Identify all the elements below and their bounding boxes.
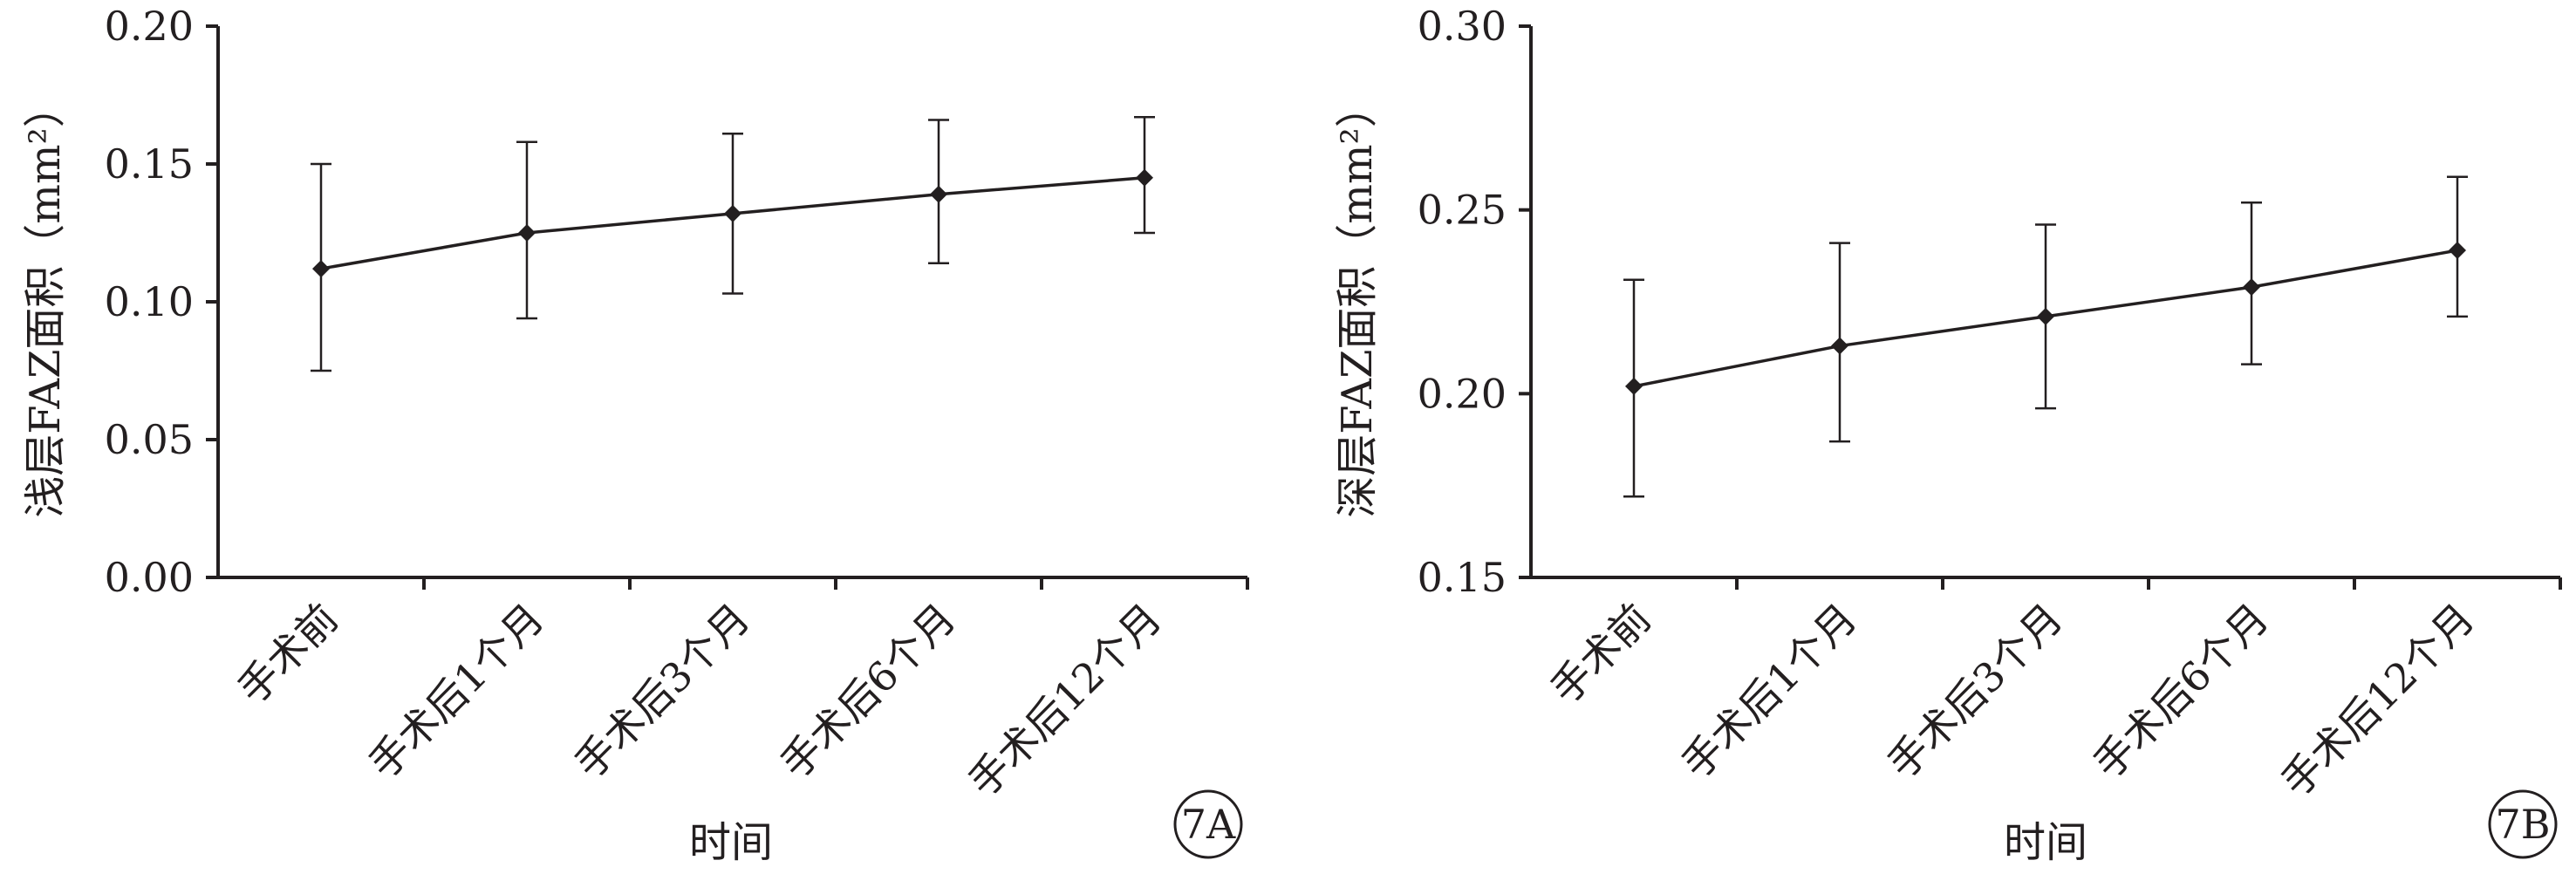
y-tick-label: 0.10 (105, 278, 194, 325)
y-tick-label: 0.15 (1418, 554, 1507, 601)
x-category-label: 手术后6个月 (2084, 595, 2278, 789)
x-category-label: 手术后3个月 (565, 595, 759, 789)
x-category-label: 手术后12个月 (960, 595, 1171, 806)
x-category-label: 手术后6个月 (771, 595, 965, 789)
x-axis-title: 时间 (689, 818, 773, 867)
x-category-label: 手术后12个月 (2272, 595, 2484, 806)
x-category-label: 手术前 (1541, 595, 1660, 714)
data-point-marker (1625, 377, 1643, 395)
chart-panel-7b: 0.15 0.20 0.25 0.30 手术前 手术后1个月 手术后3个月 手术后6个月手术后… (1333, 3, 2562, 867)
y-axis-title: 深层FAZ面积（mm²） (1333, 85, 1382, 517)
y-tick-label: 0.05 (105, 416, 194, 463)
panel-tag-label: 7A (1181, 801, 1236, 848)
data-point-marker (312, 260, 330, 278)
y-tick-label: 0.25 (1418, 187, 1507, 234)
data-point-marker (2449, 242, 2466, 260)
x-axis-title: 时间 (2004, 818, 2087, 867)
panel-tag-label: 7B (2495, 801, 2550, 848)
panel-tag-circle (1173, 789, 1243, 859)
y-tick-label: 0.30 (1418, 3, 1507, 50)
y-tick-label: 0.20 (1418, 370, 1507, 417)
x-category-label: 手术后3个月 (1878, 595, 2072, 789)
x-category-label: 手术后1个月 (359, 595, 553, 789)
y-tick-label: 0.20 (105, 3, 194, 50)
data-point-marker (2243, 278, 2260, 297)
y-tick-label: 0.00 (105, 554, 194, 601)
x-category-label: 手术后1个月 (1672, 595, 1866, 789)
x-category-label: 手术前 (229, 595, 347, 714)
data-point-marker (930, 185, 947, 203)
data-point-marker (1136, 168, 1153, 187)
chart-panel-7a: 0.00 0.05 0.10 0.15 0.20 手术前 手术后1个月 手术后3个月 手术后6个… (21, 3, 1249, 867)
data-point-marker (2037, 307, 2054, 325)
data-point-marker (518, 224, 536, 242)
data-point-marker (724, 204, 741, 222)
data-point-marker (1831, 337, 1848, 355)
y-axis-title: 浅层FAZ面积（mm²） (21, 85, 70, 517)
panel-tag-circle (2488, 789, 2558, 859)
y-tick-label: 0.15 (105, 140, 194, 188)
